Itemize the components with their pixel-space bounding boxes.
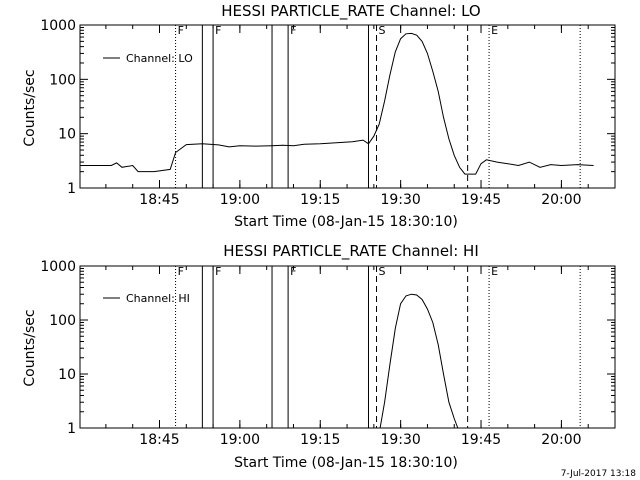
x-tick-label: 19:00 [220,432,260,448]
series-line [379,293,459,429]
x-tick-label: 18:45 [139,432,179,448]
panel-lo-title: HESSI PARTICLE_RATE Channel: LO [221,2,480,21]
x-tick-label: 19:30 [380,192,420,208]
panel-hi: HESSI PARTICLE_RATE Channel: HI Counts/s… [22,242,616,471]
x-tick-label: 20:00 [541,432,581,448]
x-tick-label: 19:15 [300,432,340,448]
panel-hi-axes: 18:45 19:00 19:15 19:30 19:45 20:00 1 10 100 1000 [40,259,616,448]
timestamp: 7-Jul-2017 13:18 [561,469,637,479]
legend-label: Channel: LO [126,52,193,65]
y-tick-label: 1 [67,421,76,437]
y-tick-label: 10 [58,367,76,383]
y-tick-label: 1000 [40,259,76,275]
series-line [80,32,594,175]
y-tick-label: 10 [58,127,76,143]
event-marker-label: F [215,24,221,37]
panel-hi-legend: Channel: HI [103,292,190,305]
y-tick-label: 100 [49,72,76,88]
x-tick-label: 19:45 [461,192,501,208]
x-tick-label: 18:45 [139,192,179,208]
event-marker-label: F [178,24,184,37]
y-tick-label: 1 [67,181,76,197]
x-tick-label: 20:00 [541,192,581,208]
panel-hi-data [379,293,459,429]
panel-lo-xlabel: Start Time (08-Jan-15 18:30:10) [234,214,458,230]
y-tick-label: 1000 [40,18,76,34]
event-marker-label: E [491,24,498,37]
panel-lo: HESSI PARTICLE_RATE Channel: LO Counts/s… [22,2,616,230]
y-tick-label: 100 [49,313,76,329]
event-marker-label: F [290,24,296,37]
event-marker-label: S [379,24,386,37]
event-marker-label: F [290,265,296,278]
event-marker-label: F [215,265,221,278]
panel-lo-ylabel: Counts/sec [22,69,38,146]
panel-lo-data [80,32,594,175]
panel-lo-legend: Channel: LO [103,52,193,65]
panel-hi-title: HESSI PARTICLE_RATE Channel: HI [223,242,479,261]
x-tick-label: 19:15 [300,192,340,208]
x-tick-label: 19:45 [461,432,501,448]
event-marker-label: S [379,265,386,278]
panel-hi-ylabel: Counts/sec [22,309,38,386]
x-tick-label: 19:00 [220,192,260,208]
event-marker-label: E [491,265,498,278]
legend-label: Channel: HI [126,292,190,305]
x-tick-label: 19:30 [380,432,420,448]
panel-lo-axes: 18:45 19:00 19:15 19:30 19:45 20:00 1 10 100 1000 [40,18,616,208]
panel-hi-xlabel: Start Time (08-Jan-15 18:30:10) [234,455,458,471]
event-marker-label: F [178,265,184,278]
